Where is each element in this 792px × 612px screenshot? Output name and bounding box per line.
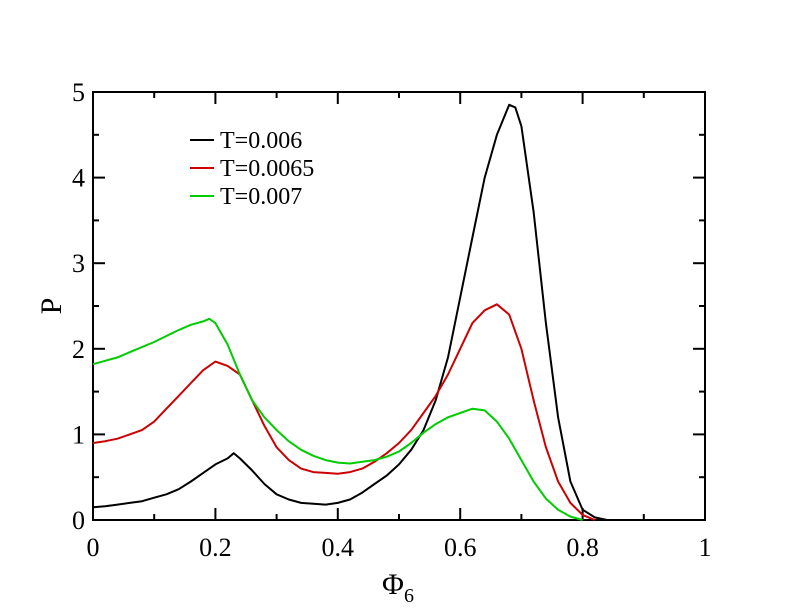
legend-label: T=0.006 — [220, 128, 302, 154]
legend-label: T=0.0065 — [220, 156, 314, 182]
x-axis-title-main: Φ — [382, 568, 404, 601]
x-tick-label: 0.2 — [199, 533, 232, 562]
x-tick-label: 0 — [87, 533, 100, 562]
series-line-1 — [92, 103, 608, 521]
series-line-2 — [92, 303, 596, 521]
x-tick-label: 1 — [699, 533, 712, 562]
y-tick-label: 4 — [72, 164, 85, 193]
y-axis-title: P — [35, 298, 68, 315]
y-tick-label: 3 — [72, 249, 85, 278]
series-line-3 — [92, 317, 583, 521]
x-tick-label: 0.8 — [566, 533, 599, 562]
y-tick-label: 2 — [72, 335, 85, 364]
y-tick-label: 5 — [72, 78, 85, 107]
x-axis-ticks: 0 0.2 0.4 0.6 0.8 1 — [87, 92, 712, 562]
plot-frame — [92, 91, 706, 521]
legend-label: T=0.007 — [220, 184, 302, 210]
x-axis-title: Φ6 — [382, 568, 414, 607]
series-lines — [92, 103, 608, 521]
x-axis-title-subscript: 6 — [404, 585, 414, 607]
x-tick-label: 0.6 — [444, 533, 477, 562]
y-tick-label: 1 — [72, 420, 85, 449]
y-axis-ticks: 0 1 2 3 4 5 — [72, 78, 705, 535]
x-tick-label: 0.4 — [322, 533, 355, 562]
y-tick-label: 0 — [72, 506, 85, 535]
